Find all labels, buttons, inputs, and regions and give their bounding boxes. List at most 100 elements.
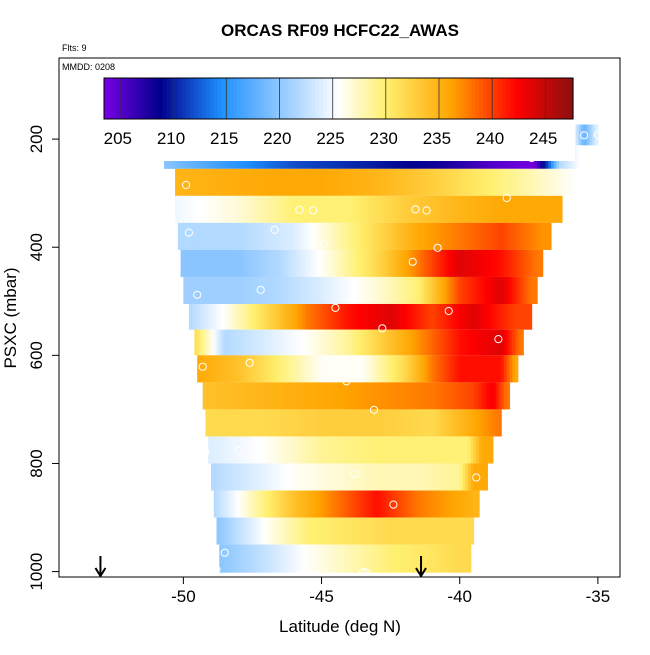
- heatmap-cell: [459, 436, 464, 464]
- heatmap-cell: [346, 249, 350, 277]
- heatmap-cell: [415, 382, 419, 410]
- colorbar-cell: [369, 78, 375, 119]
- heatmap-cell: [404, 409, 408, 437]
- heatmap-cell: [219, 195, 223, 223]
- plot-area: 205 210 215 220 225 230 235 240 245: [94, 76, 603, 577]
- heatmap-cell: [382, 222, 386, 250]
- heatmap-cell: [316, 222, 320, 250]
- heatmap-cell: [509, 195, 513, 223]
- heatmap-cell: [354, 355, 359, 383]
- heatmap-cell: [548, 168, 552, 196]
- heatmap-cell: [213, 382, 218, 410]
- heatmap-cell: [374, 222, 378, 250]
- sample-point: [502, 193, 511, 203]
- sample-point: [422, 206, 431, 215]
- colorbar-cell: [408, 78, 414, 119]
- heatmap-cell: [241, 303, 245, 330]
- heatmap-cell: [277, 490, 281, 518]
- heatmap-cell: [249, 195, 254, 223]
- y-tick-label: 400: [27, 233, 46, 261]
- heatmap-cell: [211, 355, 215, 383]
- heatmap-cell: [188, 168, 193, 196]
- heatmap-cell: [246, 517, 251, 545]
- heatmap-cell: [362, 463, 367, 491]
- heatmap-band: [197, 355, 519, 383]
- heatmap-cell: [252, 168, 256, 196]
- heatmap-cell: [379, 222, 383, 250]
- heatmap-cell: [462, 463, 466, 491]
- heatmap-cell: [379, 409, 383, 437]
- colorbar-cell: [401, 78, 406, 119]
- heatmap-cell: [271, 355, 276, 383]
- heatmap-cell: [456, 276, 461, 304]
- heatmap-cell: [205, 409, 209, 437]
- heatmap-cell: [340, 195, 345, 223]
- heatmap-cell: [291, 409, 295, 437]
- heatmap-cell: [357, 517, 361, 545]
- heatmap-cell: [393, 222, 397, 250]
- colorbar-cell: [404, 78, 410, 119]
- heatmap-cell: [459, 329, 464, 356]
- heatmap-cell: [484, 355, 488, 383]
- heatmap-cell: [393, 463, 397, 491]
- heatmap-cell: [509, 329, 513, 356]
- heatmap-cell: [335, 517, 339, 545]
- heatmap-cell: [202, 355, 207, 383]
- heatmap-cell: [440, 463, 444, 491]
- heatmap-cell: [202, 222, 207, 250]
- heatmap-cell: [293, 303, 298, 330]
- heatmap-cell: [390, 276, 394, 304]
- heatmap-cell: [465, 222, 469, 250]
- heatmap-cell: [346, 544, 350, 573]
- heatmap-cell: [432, 303, 436, 330]
- heatmap-cell: [396, 355, 400, 383]
- heatmap-cell: [492, 222, 497, 250]
- heatmap-cell: [293, 329, 298, 356]
- colorbar-cell: [166, 78, 172, 119]
- heatmap-cell: [299, 409, 303, 437]
- heatmap-cell: [186, 249, 190, 277]
- heatmap-cell: [429, 168, 433, 196]
- heatmap-cell: [465, 463, 469, 491]
- heatmap-cell: [498, 303, 502, 330]
- sample-point: [270, 225, 279, 234]
- heatmap-cell: [595, 124, 599, 146]
- heatmap-cell: [379, 517, 383, 545]
- heatmap-cell: [227, 329, 231, 356]
- heatmap-cell: [354, 490, 359, 518]
- colorbar-cell: [174, 78, 179, 119]
- heatmap-cell: [490, 329, 494, 356]
- heatmap-cell: [415, 303, 419, 330]
- heatmap-cell: [230, 249, 234, 277]
- heatmap-cell: [390, 544, 394, 573]
- heatmap-cell: [338, 436, 342, 464]
- heatmap-cell: [260, 303, 265, 330]
- heatmap-cell: [296, 463, 301, 491]
- heatmap-cell: [329, 409, 334, 437]
- heatmap-cell: [310, 490, 314, 518]
- heatmap-cell: [338, 544, 342, 573]
- heatmap-band: [208, 436, 494, 464]
- heatmap-cell: [296, 222, 301, 250]
- heatmap-cell: [227, 355, 231, 383]
- heatmap-cell: [338, 355, 342, 383]
- heatmap-cell: [481, 329, 486, 356]
- colorbar-cell: [463, 78, 469, 119]
- heatmap-cell: [335, 409, 339, 437]
- heatmap-cell: [293, 168, 298, 196]
- colorbar-cell: [385, 78, 390, 119]
- sample-point: [193, 290, 202, 299]
- heatmap-cell: [186, 276, 190, 304]
- heatmap-cell: [199, 249, 204, 277]
- colorbar: 205 210 215 220 225 230 235 240 245: [102, 76, 575, 161]
- heatmap-cell: [445, 222, 450, 250]
- heatmap-cell: [412, 276, 417, 304]
- heatmap-cell: [343, 303, 348, 330]
- heatmap-cell: [222, 276, 226, 304]
- heatmap-cell: [346, 276, 350, 304]
- heatmap-cell: [531, 276, 535, 304]
- heatmap-cell: [443, 329, 447, 356]
- heatmap-cell: [219, 355, 223, 383]
- heatmap-cell: [517, 303, 522, 330]
- heatmap-cell: [310, 517, 314, 545]
